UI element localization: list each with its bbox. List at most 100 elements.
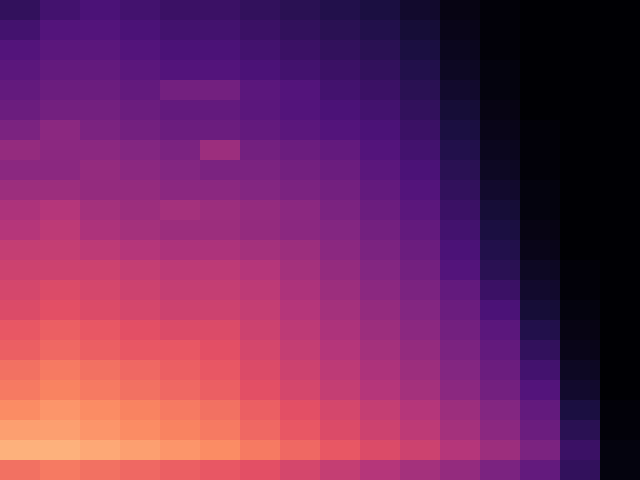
cell	[600, 320, 640, 341]
cell	[240, 440, 281, 461]
cell	[160, 100, 201, 121]
cell	[160, 440, 201, 461]
cell	[360, 320, 401, 341]
cell	[160, 60, 201, 81]
cell	[320, 460, 361, 480]
cell	[40, 300, 81, 321]
cell	[200, 120, 241, 141]
cell	[240, 100, 281, 121]
cell	[200, 20, 241, 41]
cell	[200, 260, 241, 281]
cell	[240, 340, 281, 361]
cell	[440, 120, 481, 141]
cell	[160, 460, 201, 480]
cell	[520, 340, 561, 361]
cell	[280, 440, 321, 461]
cell	[80, 100, 121, 121]
cell	[400, 300, 441, 321]
cell	[600, 460, 640, 480]
cell	[520, 220, 561, 241]
cell	[40, 460, 81, 480]
cell	[360, 340, 401, 361]
cell	[120, 400, 161, 421]
cell	[280, 180, 321, 201]
cell	[240, 420, 281, 441]
cell	[120, 60, 161, 81]
cell	[400, 320, 441, 341]
cell	[440, 140, 481, 161]
cell	[320, 80, 361, 101]
cell	[160, 380, 201, 401]
cell	[560, 180, 601, 201]
cell	[360, 40, 401, 61]
cell	[40, 340, 81, 361]
cell	[360, 440, 401, 461]
cell	[320, 260, 361, 281]
cell	[200, 0, 241, 21]
cell	[520, 80, 561, 101]
cell	[120, 180, 161, 201]
cell	[360, 20, 401, 41]
cell	[280, 460, 321, 480]
cell	[320, 440, 361, 461]
cell	[0, 0, 41, 21]
cell	[240, 360, 281, 381]
cell	[320, 140, 361, 161]
cell	[160, 320, 201, 341]
cell	[320, 380, 361, 401]
cell	[120, 120, 161, 141]
cell	[520, 380, 561, 401]
cell	[200, 220, 241, 241]
cell	[120, 300, 161, 321]
cell	[80, 380, 121, 401]
cell	[600, 400, 640, 421]
cell	[0, 360, 41, 381]
cell	[440, 340, 481, 361]
cell	[400, 200, 441, 221]
cell	[0, 180, 41, 201]
cell	[600, 140, 640, 161]
cell	[80, 360, 121, 381]
cell	[160, 420, 201, 441]
cell	[440, 100, 481, 121]
cell	[520, 320, 561, 341]
cell	[440, 80, 481, 101]
cell	[440, 420, 481, 441]
cell	[0, 100, 41, 121]
cell	[360, 180, 401, 201]
cell	[360, 360, 401, 381]
cell	[280, 300, 321, 321]
cell	[400, 280, 441, 301]
cell	[440, 400, 481, 421]
cell	[160, 400, 201, 421]
cell	[360, 280, 401, 301]
cell	[400, 20, 441, 41]
cell	[240, 120, 281, 141]
cell	[120, 280, 161, 301]
cell	[40, 160, 81, 181]
cell	[320, 0, 361, 21]
cell	[120, 340, 161, 361]
cell	[320, 40, 361, 61]
cell	[600, 160, 640, 181]
cell	[200, 180, 241, 201]
cell	[160, 0, 201, 21]
cell	[240, 320, 281, 341]
cell	[320, 300, 361, 321]
cell	[520, 460, 561, 480]
cell	[160, 300, 201, 321]
cell	[520, 280, 561, 301]
cell	[600, 300, 640, 321]
cell	[80, 220, 121, 241]
cell	[480, 60, 521, 81]
cell	[80, 200, 121, 221]
cell	[480, 460, 521, 480]
cell	[40, 280, 81, 301]
cell	[120, 260, 161, 281]
cell	[360, 0, 401, 21]
cell	[40, 40, 81, 61]
cell	[80, 0, 121, 21]
cell	[360, 240, 401, 261]
cell	[280, 320, 321, 341]
cell	[600, 180, 640, 201]
